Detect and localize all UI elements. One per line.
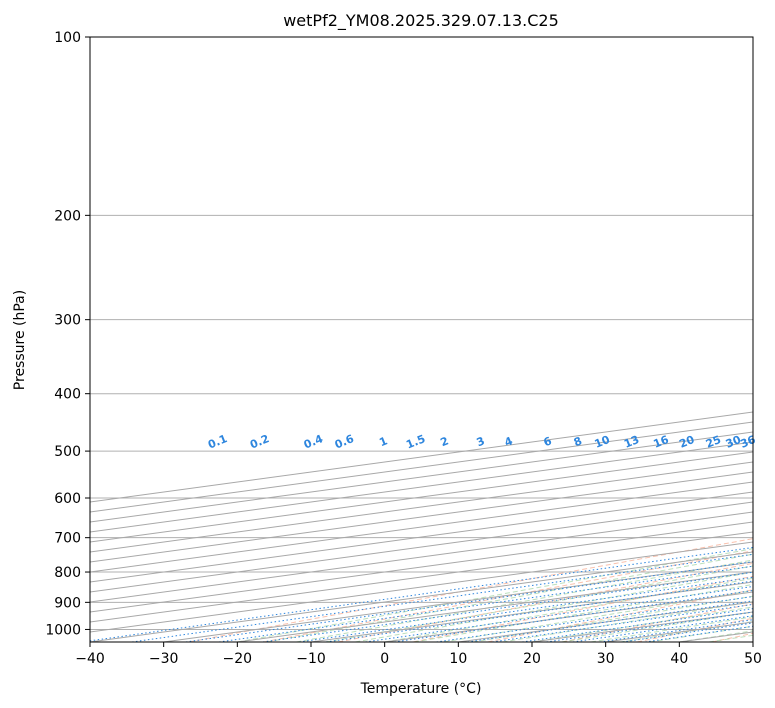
mixing-ratio-label: 25	[704, 433, 723, 451]
isotherm-gridline	[90, 481, 753, 573]
x-tick-label: −40	[75, 651, 105, 667]
isobars	[90, 37, 753, 630]
isotherm-gridline	[90, 531, 753, 623]
y-tick-label: 700	[54, 531, 81, 547]
x-tick-label: 50	[744, 651, 762, 667]
mixing-ratio-line	[467, 600, 753, 642]
mixing-ratio-label: 8	[572, 434, 584, 449]
isotherm-gridline	[90, 491, 753, 583]
isotherm-gridline	[90, 511, 753, 603]
y-tick-label: 900	[54, 595, 81, 611]
plot-background	[90, 37, 753, 642]
isotherm-gridline	[752, 641, 753, 642]
y-tick-label: 400	[54, 387, 81, 403]
x-tick-label: 20	[523, 651, 541, 667]
dry-adiabat-line	[487, 589, 753, 642]
mixing-ratio-line	[436, 596, 753, 642]
isotherm-gridline	[90, 501, 753, 593]
mixing-ratio-label: 3	[475, 434, 487, 449]
isotherm-gridline	[90, 471, 753, 563]
y-axis-ticks: 100 200 300 400 500 600 700 800 900 1000	[45, 30, 90, 638]
y-tick-label: 1000	[45, 622, 81, 638]
isotherm-gridline	[90, 451, 753, 543]
x-tick-label: 0	[380, 651, 389, 667]
mixing-ratio-label: 10	[593, 433, 612, 451]
mixing-ratio-line	[90, 546, 753, 642]
mixing-ratio-label: 16	[652, 433, 671, 451]
isotherm-gridline	[90, 461, 753, 553]
y-tick-label: 100	[54, 30, 81, 46]
mixing-ratio-lines	[90, 546, 753, 642]
x-axis-title: Temperature (°C)	[360, 681, 482, 697]
y-axis-title: Pressure (hPa)	[12, 290, 28, 390]
y-tick-label: 800	[54, 565, 81, 581]
x-tick-label: −30	[149, 651, 179, 667]
x-tick-label: −10	[296, 651, 326, 667]
y-tick-label: 600	[54, 491, 81, 507]
isotherms	[90, 411, 753, 642]
mixing-ratio-line	[492, 603, 753, 642]
dry-adiabat-line	[338, 562, 753, 642]
x-tick-label: 10	[449, 651, 467, 667]
background-lines	[90, 37, 753, 642]
mixing-ratio-line	[185, 561, 753, 642]
mixing-ratio-line	[522, 608, 753, 642]
dry-adiabat-line	[263, 550, 753, 642]
mixing-ratio-label: 2	[439, 434, 451, 449]
y-tick-label: 300	[54, 313, 81, 329]
y-tick-label: 500	[54, 444, 81, 460]
mixing-ratio-label: 30	[724, 433, 743, 451]
x-axis-ticks: −40 −30 −20 −10 0 10 20 30 40 50	[75, 642, 762, 667]
y-tick-label: 200	[54, 208, 81, 224]
mixing-ratio-line	[131, 553, 753, 642]
x-tick-label: 40	[670, 651, 688, 667]
x-tick-label: 30	[597, 651, 615, 667]
isotherm-gridline	[90, 521, 753, 613]
mixing-ratio-label: 20	[677, 433, 696, 451]
chart-title: wetPf2_YM08.2025.329.07.13.C25	[283, 11, 559, 31]
mixing-ratio-label: 13	[622, 433, 641, 451]
mixing-ratio-label: 1	[377, 434, 389, 449]
x-tick-label: −20	[223, 651, 253, 667]
plot-frame	[89, 36, 754, 643]
